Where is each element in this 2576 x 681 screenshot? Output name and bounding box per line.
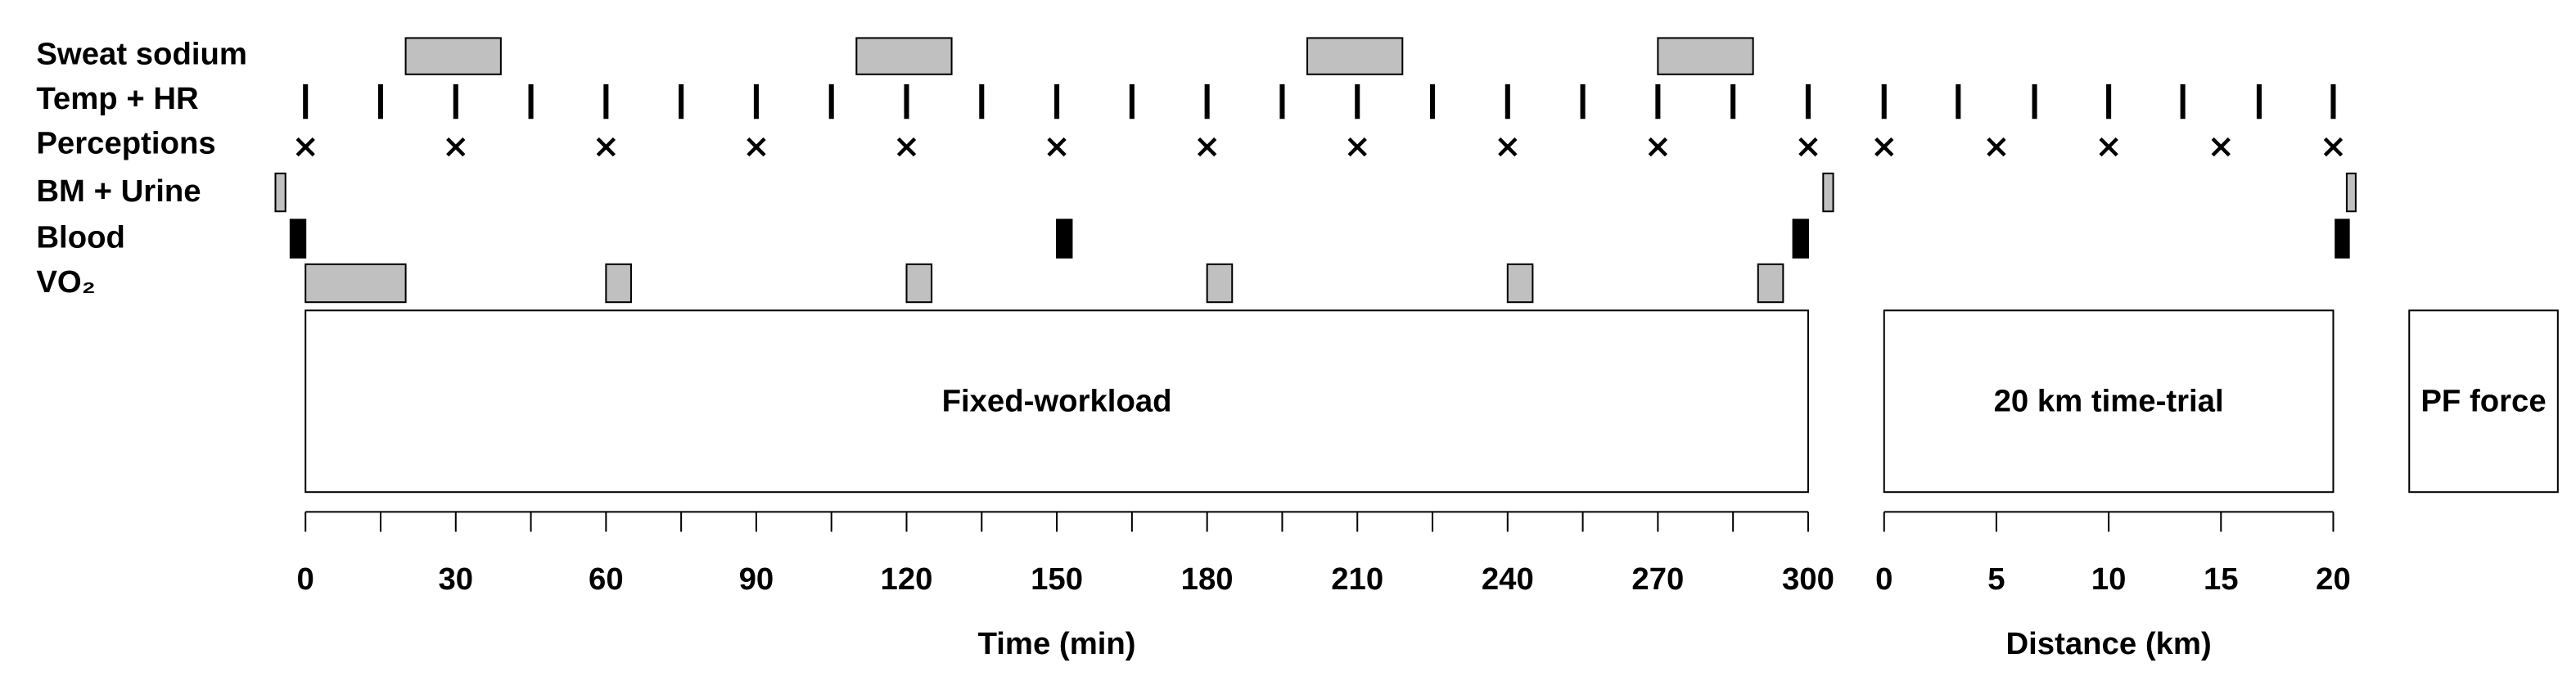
event-box <box>1822 172 1834 213</box>
event-box <box>1657 37 1754 75</box>
event-cross <box>295 137 315 157</box>
row-label: Temp + HR <box>36 81 198 116</box>
event-cross <box>446 137 466 157</box>
row-label: Blood <box>36 220 125 255</box>
tick-label: 300 <box>1782 561 1834 597</box>
tick-label: 10 <box>2091 561 2127 597</box>
tick-label: 120 <box>881 561 933 597</box>
event-box <box>1506 263 1534 304</box>
tick-label: 5 <box>1987 561 2005 597</box>
tick-label: 90 <box>739 561 774 597</box>
event-cross <box>1498 137 1518 157</box>
event-box <box>855 37 953 75</box>
tick-label: 15 <box>2204 561 2239 597</box>
event-box <box>905 263 933 304</box>
phase-box <box>1883 309 2335 494</box>
phase-label: 20 km time-trial <box>1994 383 2224 418</box>
event-box <box>305 263 407 304</box>
event-box <box>274 172 286 213</box>
event-box <box>404 37 502 75</box>
event-cross <box>1648 137 1668 157</box>
event-box <box>1206 263 1234 304</box>
event-cross <box>896 137 917 157</box>
tick-label: 30 <box>438 561 473 597</box>
tick-label: 180 <box>1181 561 1234 597</box>
event-cross <box>1047 137 1067 157</box>
event-cross <box>747 137 766 157</box>
row-label: VO₂ <box>36 264 95 300</box>
event-cross <box>2099 137 2118 157</box>
tick-label: 0 <box>1875 561 1893 597</box>
event-cross <box>1987 137 2006 157</box>
row-label: Perceptions <box>36 126 215 161</box>
event-box <box>605 263 632 304</box>
phase-box <box>305 309 1809 494</box>
event-box <box>1792 219 1809 259</box>
phase-box <box>2408 309 2559 494</box>
tick-label: 210 <box>1331 561 1383 597</box>
axis-title: Time (min) <box>978 626 1136 661</box>
phase-label: Fixed-workload <box>942 383 1172 418</box>
tick-label: 240 <box>1482 561 1534 597</box>
event-box <box>2345 172 2357 213</box>
row-label: Sweat sodium <box>36 37 247 72</box>
event-cross <box>2323 137 2344 157</box>
event-cross <box>1874 137 1894 157</box>
event-cross <box>596 137 616 157</box>
phase-label: PF force <box>2420 383 2546 418</box>
event-box <box>2335 219 2350 259</box>
event-box <box>1056 219 1073 259</box>
tick-label: 150 <box>1031 561 1083 597</box>
tick-label: 20 <box>2316 561 2351 597</box>
event-box <box>289 219 307 259</box>
event-box <box>1306 37 1404 75</box>
axis-title: Distance (km) <box>2005 626 2211 661</box>
event-box <box>1757 263 1784 304</box>
event-cross <box>1798 137 1818 157</box>
row-label: BM + Urine <box>36 174 201 209</box>
tick-label: 270 <box>1631 561 1684 597</box>
event-cross <box>2211 137 2231 157</box>
tick-label: 60 <box>589 561 624 597</box>
event-cross <box>1197 137 1217 157</box>
event-cross <box>1347 137 1367 157</box>
tick-label: 0 <box>297 561 314 597</box>
